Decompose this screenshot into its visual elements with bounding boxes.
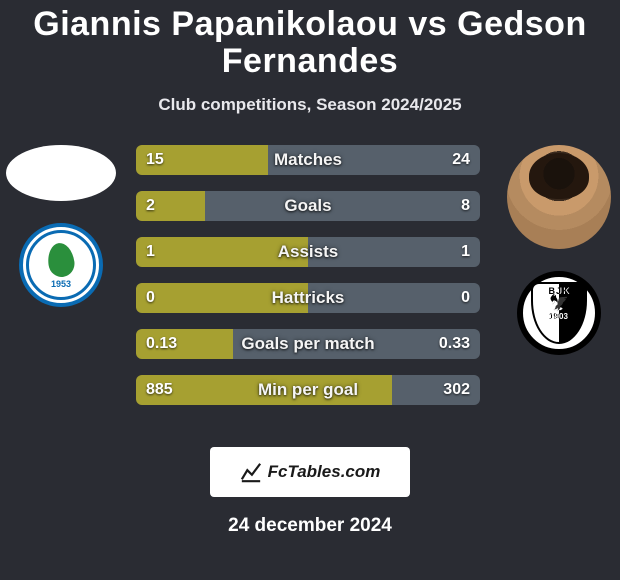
bar-seg-right	[308, 283, 480, 313]
eagle-icon: 🦅	[549, 296, 569, 312]
bar-seg-right	[233, 329, 480, 359]
right-club-year: 1903	[550, 312, 568, 321]
stat-row: Assists11	[136, 237, 480, 267]
bar-seg-right	[268, 145, 480, 175]
bar-seg-left	[136, 283, 308, 313]
stat-row: Goals per match0.130.33	[136, 329, 480, 359]
stat-row: Min per goal885302	[136, 375, 480, 405]
stat-bars: Matches1524 Goals28 Assists11 Hattricks00 Go…	[136, 145, 480, 405]
left-club-year: 1953	[51, 279, 71, 289]
watermark: FcTables.com	[210, 447, 410, 497]
stat-row: Matches1524	[136, 145, 480, 175]
bar-seg-right	[392, 375, 480, 405]
chart-icon	[240, 461, 262, 483]
right-player-column: BJK 🦅 1903	[504, 145, 614, 355]
subtitle: Club competitions, Season 2024/2025	[0, 95, 620, 115]
shield-icon: BJK 🦅 1903	[531, 282, 587, 344]
bar-seg-left	[136, 375, 392, 405]
left-player-avatar	[6, 145, 116, 201]
bar-seg-left	[136, 191, 205, 221]
comparison-infographic: Giannis Papanikolaou vs Gedson Fernandes…	[0, 0, 620, 580]
bar-seg-left	[136, 329, 233, 359]
date: 24 december 2024	[0, 515, 620, 537]
watermark-text: FcTables.com	[268, 462, 381, 482]
bar-seg-left	[136, 237, 308, 267]
left-club-badge: 1953	[19, 223, 103, 307]
left-player-column: 1953	[6, 145, 116, 307]
bar-seg-right	[308, 237, 480, 267]
stat-row: Goals28	[136, 191, 480, 221]
right-club-badge: BJK 🦅 1903	[517, 271, 601, 355]
bar-seg-right	[205, 191, 480, 221]
page-title: Giannis Papanikolaou vs Gedson Fernandes	[0, 6, 620, 81]
right-player-avatar	[507, 145, 611, 249]
leaf-icon	[46, 241, 76, 278]
content-area: 1953 BJK 🦅 1903 Matches1524 Goals28 Assist…	[0, 145, 620, 425]
bar-seg-left	[136, 145, 268, 175]
stat-row: Hattricks00	[136, 283, 480, 313]
